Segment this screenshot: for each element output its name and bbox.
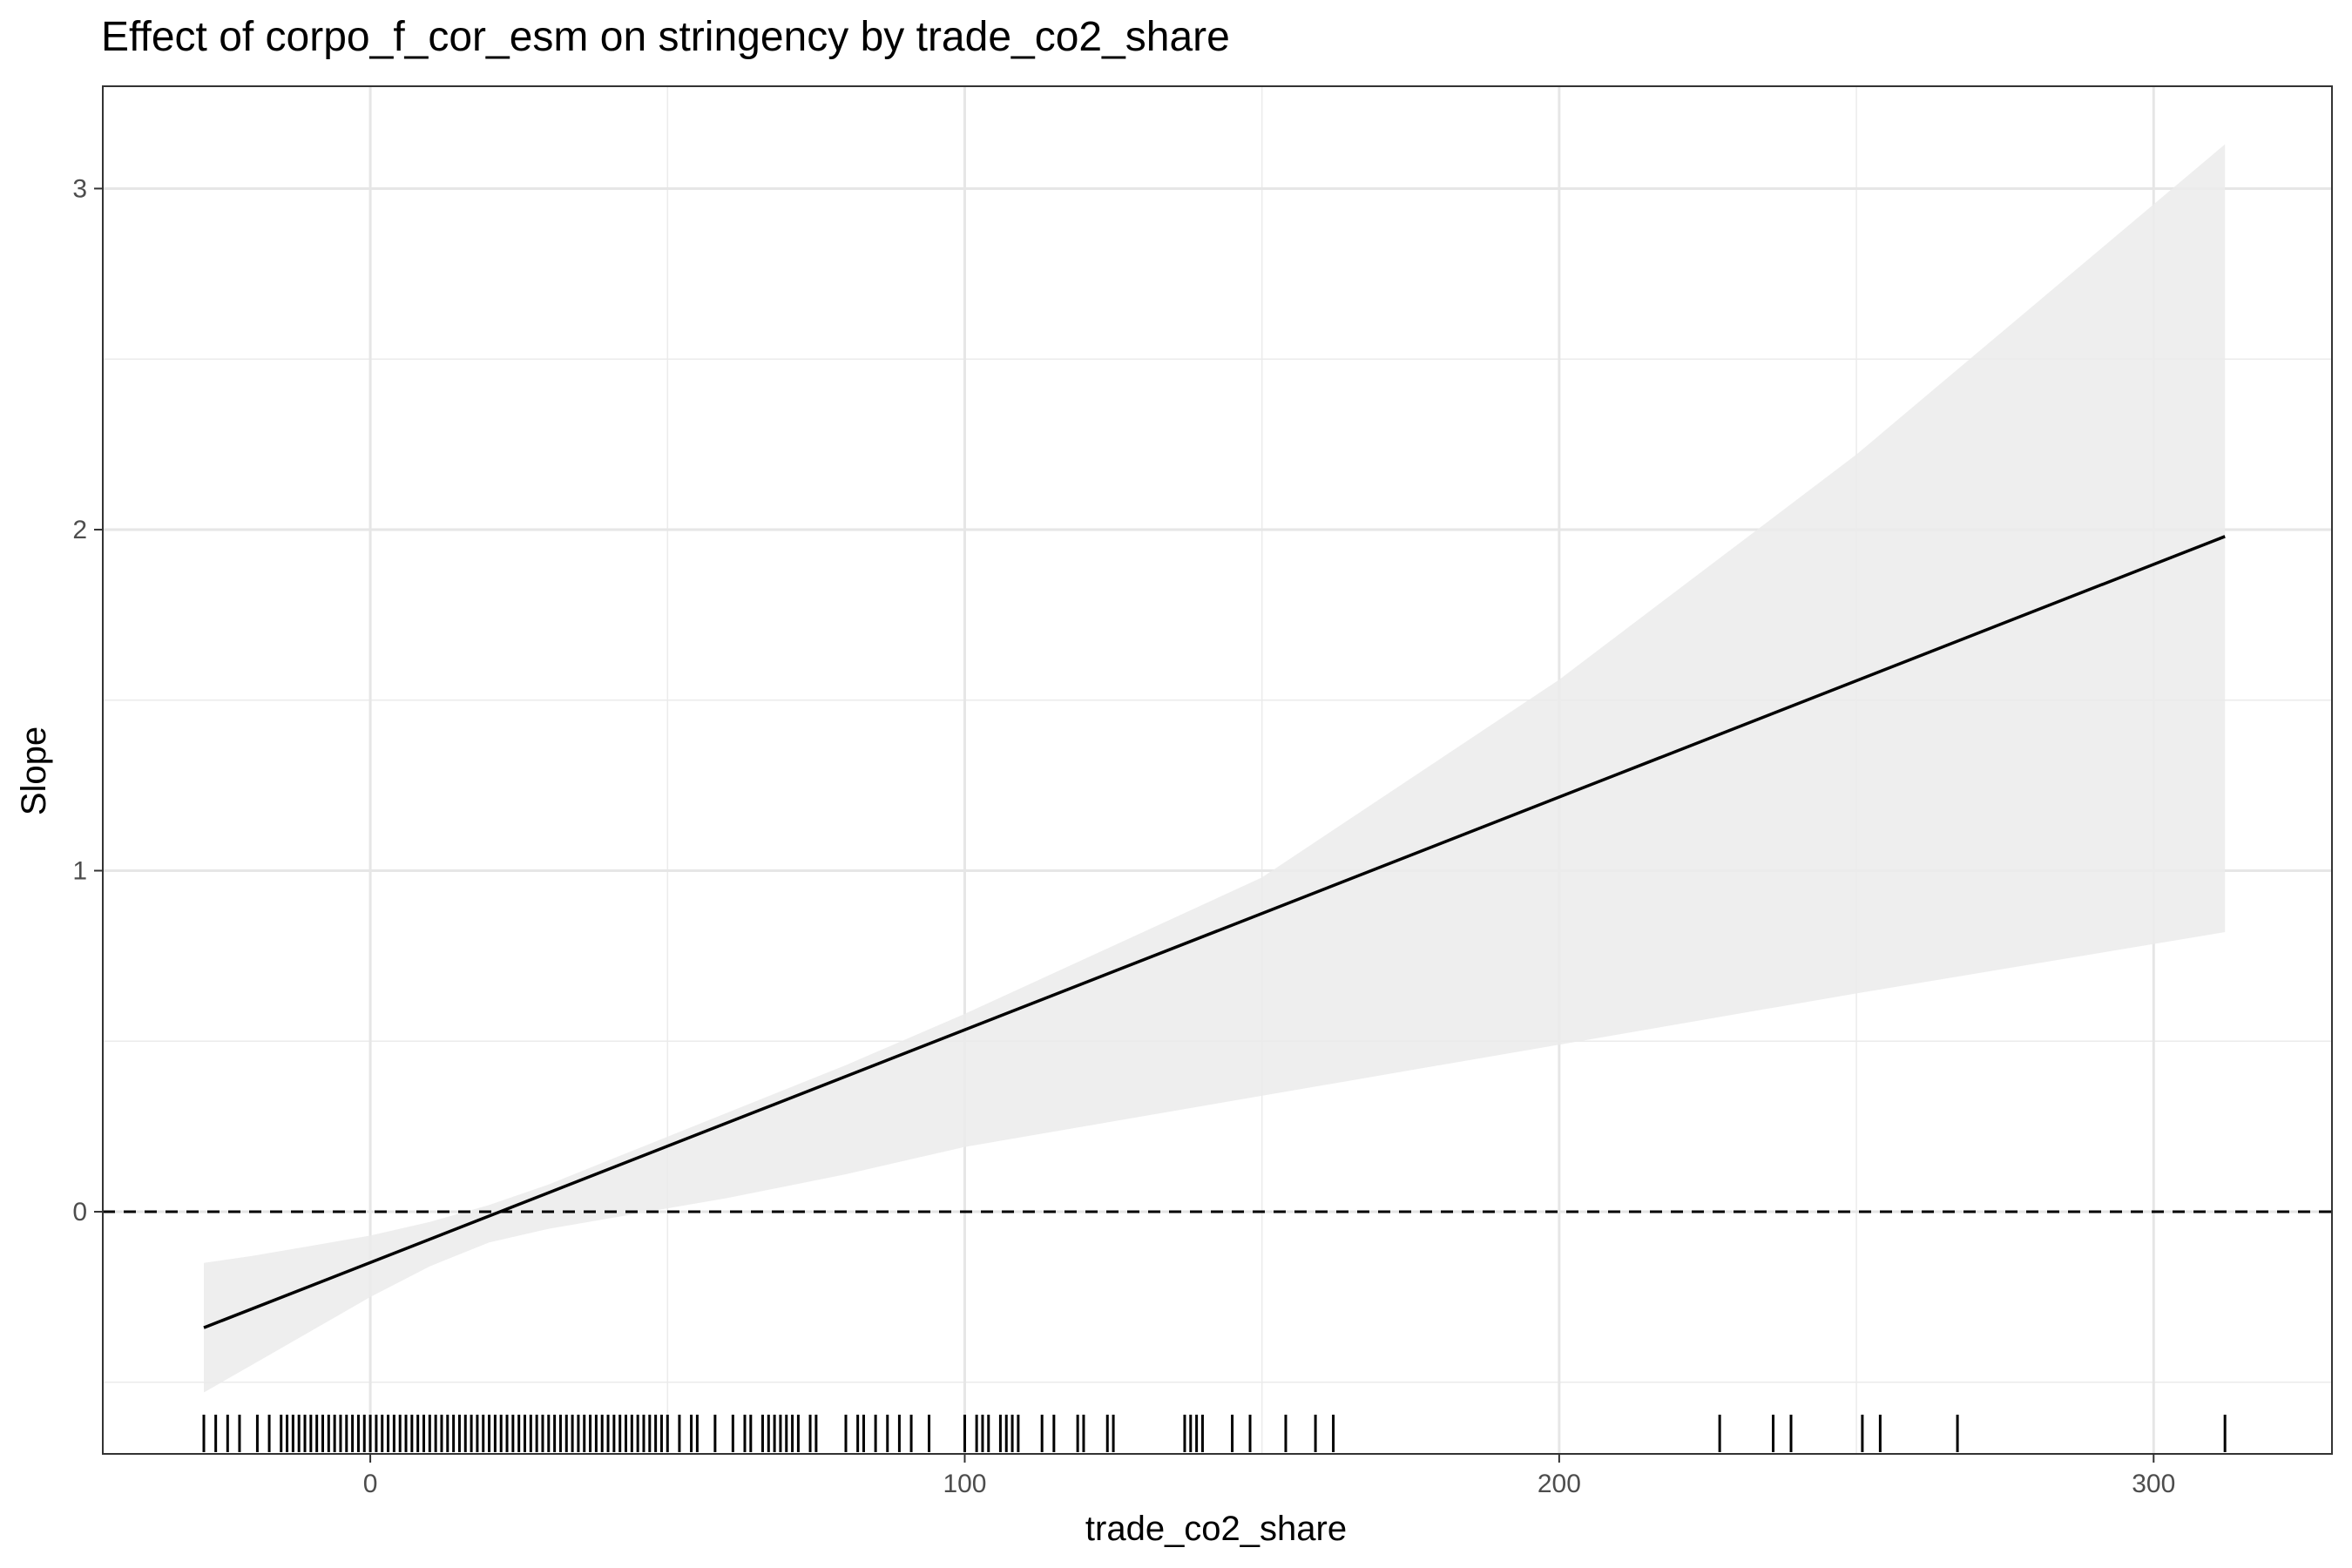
slope-line [203, 535, 2226, 1329]
confidence-band [204, 144, 2226, 1393]
y-tick-label: 3 [72, 174, 87, 203]
y-axis-title: Slope [15, 727, 53, 815]
x-tick-label: 300 [2132, 1470, 2175, 1498]
x-axis-title: trade_co2_share [1085, 1510, 1347, 1548]
x-tick-label: 0 [363, 1470, 378, 1498]
y-tick-label: 0 [72, 1198, 87, 1227]
plot-area [102, 85, 2333, 1455]
chart-title: Effect of corpo_f_cor_esm on stringency … [101, 14, 1230, 60]
plot-border [102, 85, 2333, 1455]
y-axis: 0 1 2 3 [72, 174, 103, 1227]
y-tick-label: 2 [72, 516, 87, 544]
x-tick-label: 100 [943, 1470, 986, 1498]
x-tick-label: 200 [1538, 1470, 1581, 1498]
rug-marks [202, 1415, 2227, 1452]
y-tick-label: 1 [72, 856, 87, 885]
x-axis: 0 100 200 300 [363, 1454, 2175, 1498]
